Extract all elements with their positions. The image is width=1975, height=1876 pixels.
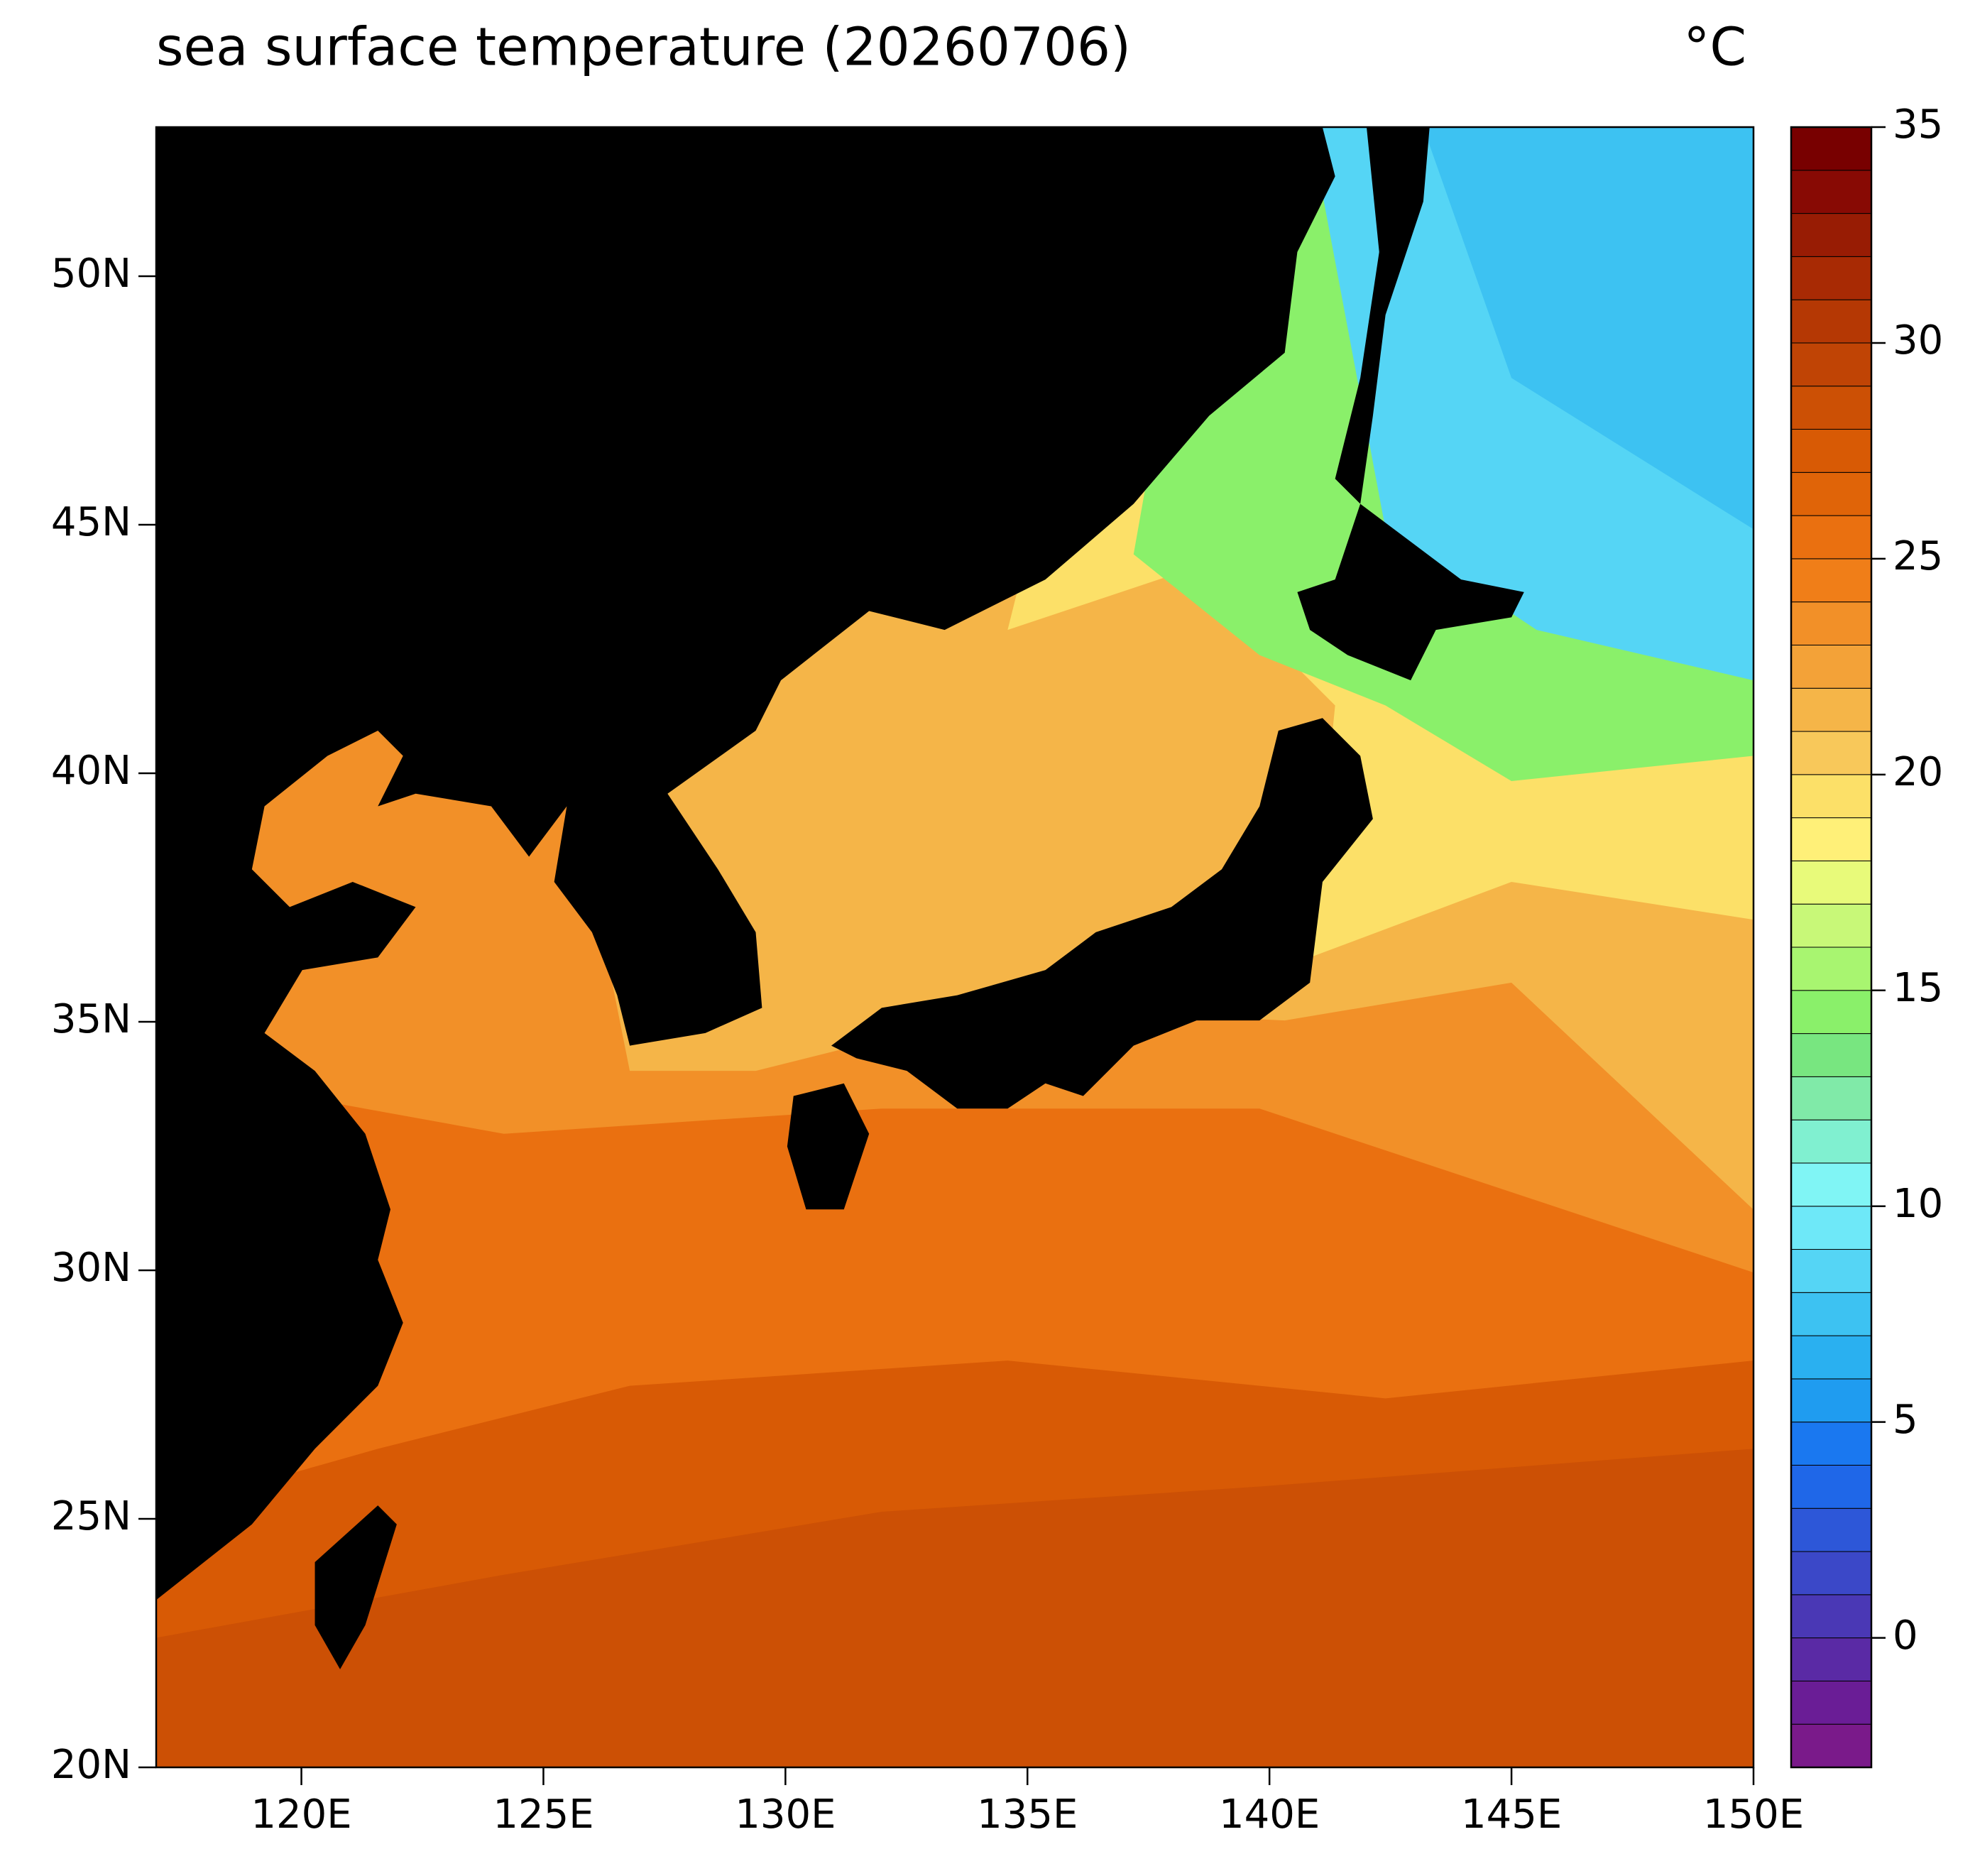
colorbar-segment xyxy=(1790,1292,1872,1336)
colorbar-segment xyxy=(1790,1637,1872,1681)
colorbar-segment xyxy=(1790,558,1872,603)
colorbar-segment xyxy=(1790,342,1872,387)
y-tick-label: 40N xyxy=(51,748,131,794)
x-tick-label: 125E xyxy=(493,1792,593,1838)
y-tick-label: 50N xyxy=(51,251,131,297)
x-tick-label: 130E xyxy=(735,1792,836,1838)
colorbar-segment xyxy=(1790,1162,1872,1207)
y-tick-label: 20N xyxy=(51,1742,131,1788)
colorbar-segment xyxy=(1790,515,1872,560)
x-tick-label: 135E xyxy=(977,1792,1078,1838)
colorbar-tick-label: 35 xyxy=(1893,102,1943,148)
chart-title: sea surface temperature (20260706) xyxy=(156,17,1131,78)
colorbar-segment xyxy=(1790,1723,1872,1768)
colorbar-frame xyxy=(1790,126,1873,1769)
colorbar-segment xyxy=(1790,386,1872,430)
colorbar-tick-label: 20 xyxy=(1893,749,1943,795)
colorbar-segment xyxy=(1790,644,1872,689)
kyushu xyxy=(787,1083,870,1210)
colorbar-segment xyxy=(1790,1119,1872,1164)
colorbar-segment xyxy=(1790,471,1872,516)
continent xyxy=(156,127,1335,1600)
colorbar-segment xyxy=(1790,1033,1872,1077)
colorbar-segment xyxy=(1790,256,1872,300)
colorbar-tick-label: 0 xyxy=(1893,1613,1918,1659)
colorbar-segment xyxy=(1790,213,1872,257)
y-tick-label: 30N xyxy=(51,1245,131,1291)
units-label: °C xyxy=(1683,17,1746,78)
colorbar-segment xyxy=(1790,903,1872,948)
x-tick-label: 140E xyxy=(1219,1792,1320,1838)
colorbar-segment xyxy=(1790,1507,1872,1552)
colorbar-tick-label: 5 xyxy=(1893,1397,1918,1443)
y-tick-label: 35N xyxy=(51,996,131,1042)
honshu xyxy=(831,718,1373,1109)
colorbar-segment xyxy=(1790,1335,1872,1380)
colorbar-tick-label: 25 xyxy=(1893,533,1943,579)
colorbar-segment xyxy=(1790,601,1872,645)
land xyxy=(156,127,1524,1669)
taiwan xyxy=(314,1505,397,1669)
colorbar-segment xyxy=(1790,1422,1872,1466)
colorbar-tick-label: 15 xyxy=(1893,965,1943,1011)
colorbar-segment xyxy=(1790,1378,1872,1423)
colorbar-segment xyxy=(1790,774,1872,819)
x-tick-label: 120E xyxy=(251,1792,351,1838)
sakhalin xyxy=(1335,127,1430,504)
colorbar-segment xyxy=(1790,687,1872,732)
x-tick-label: 145E xyxy=(1461,1792,1562,1838)
ocean xyxy=(156,1449,1754,1768)
colorbar-segment xyxy=(1790,170,1872,214)
colorbar-tick-label: 10 xyxy=(1893,1181,1943,1227)
colorbar-segment xyxy=(1790,947,1872,991)
colorbar-segment xyxy=(1790,1076,1872,1120)
colorbar-tick-label: 30 xyxy=(1893,317,1943,364)
colorbar-segment xyxy=(1790,1594,1872,1639)
colorbar-segment xyxy=(1790,860,1872,905)
colorbar-segment xyxy=(1790,731,1872,775)
y-tick-label: 25N xyxy=(51,1493,131,1539)
colorbar-segment xyxy=(1790,1464,1872,1509)
colorbar-segment xyxy=(1790,1206,1872,1250)
colorbar-segment xyxy=(1790,990,1872,1035)
y-tick-label: 45N xyxy=(51,499,131,545)
sst-field xyxy=(156,127,1754,1768)
colorbar-segment xyxy=(1790,817,1872,861)
plot-frame xyxy=(155,126,1755,1769)
colorbar-segment xyxy=(1790,299,1872,344)
colorbar-segment xyxy=(1790,1680,1872,1725)
colorbar-segment xyxy=(1790,429,1872,473)
ocean xyxy=(1423,127,1754,530)
colorbar-segment xyxy=(1790,1551,1872,1596)
hokkaido xyxy=(1297,503,1524,681)
colorbar-segment xyxy=(1790,1249,1872,1293)
x-tick-label: 150E xyxy=(1703,1792,1804,1838)
colorbar-segment xyxy=(1790,126,1872,171)
